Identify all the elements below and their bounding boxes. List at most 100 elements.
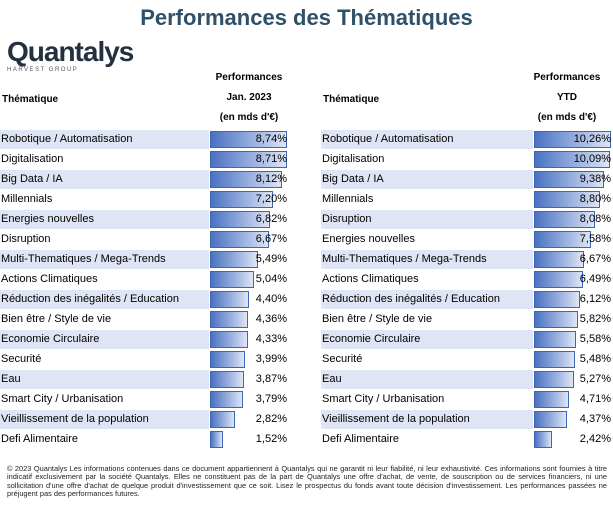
performance-cell: 8,71%: [210, 150, 289, 169]
performance-bar: [210, 291, 249, 308]
table-row: Millennials 8,80%: [321, 190, 611, 210]
performance-value: 8,12%: [255, 173, 287, 185]
thematique-label: Réduction des inégalités / Education: [321, 290, 533, 309]
performance-value: 6,82%: [255, 213, 287, 225]
performance-bar: [534, 231, 591, 248]
thematique-label: Economie Circulaire: [0, 330, 209, 349]
performance-value: 5,49%: [255, 253, 287, 265]
column-label-thematique: Thématique: [323, 94, 380, 105]
logo-brand: Quantalys: [7, 36, 134, 67]
table-row: Bien être / Style de vie 4,36%: [0, 310, 289, 330]
table-row: Vieillissement de la population 4,37%: [321, 410, 611, 430]
performance-bar: [534, 351, 575, 368]
perf-header: Performances Jan. 2023 (en mds d'€): [209, 68, 289, 128]
performance-bar: [534, 431, 552, 448]
table-header: Thématique Performances Jan. 2023 (en md…: [0, 68, 289, 130]
performance-value: 8,80%: [579, 193, 611, 205]
performance-cell: 8,08%: [534, 210, 613, 229]
performance-bar: [210, 151, 287, 168]
thematique-label: Energies nouvelles: [0, 210, 209, 229]
perf-header-line-2: YTD: [557, 92, 577, 103]
performance-cell: 7,20%: [210, 190, 289, 209]
table-row: Robotique / Automatisation 8,74%: [0, 130, 289, 150]
disclaimer-footer: © 2023 Quantalys Les informations conten…: [7, 464, 607, 498]
perf-header: Performances YTD (en mds d'€): [527, 68, 607, 128]
table-row: Energies nouvelles 6,82%: [0, 210, 289, 230]
performance-cell: 5,58%: [534, 330, 613, 349]
table-row: Réduction des inégalités / Education 6,12…: [321, 290, 611, 310]
performance-value: 4,36%: [255, 313, 287, 325]
table-row: Robotique / Automatisation 10,26%: [321, 130, 611, 150]
performance-cell: 4,33%: [210, 330, 289, 349]
performance-cell: 8,74%: [210, 130, 289, 149]
performance-value: 5,82%: [579, 313, 611, 325]
performance-bar: [534, 211, 595, 228]
performance-value: 6,67%: [579, 253, 611, 265]
performance-value: 8,08%: [579, 213, 611, 225]
performance-bar: [210, 391, 243, 408]
performance-value: 3,87%: [255, 373, 287, 385]
table-row: Economie Circulaire 4,33%: [0, 330, 289, 350]
performance-value: 5,27%: [579, 373, 611, 385]
table-row: Multi-Thematiques / Mega-Trends 6,67%: [321, 250, 611, 270]
performance-value: 5,48%: [579, 353, 611, 365]
thematique-label: Energies nouvelles: [322, 233, 415, 245]
performance-value: 4,71%: [579, 393, 611, 405]
table-row: Vieillissement de la population 2,82%: [0, 410, 289, 430]
thematique-label: Bien être / Style de vie: [1, 313, 112, 325]
performance-bar: [210, 131, 287, 148]
performance-value: 4,33%: [255, 333, 287, 345]
performance-cell: 2,42%: [534, 430, 613, 449]
table-row: Energies nouvelles 7,58%: [321, 230, 611, 250]
thematique-label: Defi Alimentaire: [322, 433, 400, 445]
performance-bar: [534, 131, 611, 148]
performance-bar: [534, 411, 567, 428]
performance-cell: 4,37%: [534, 410, 613, 429]
performance-bar: [210, 171, 282, 188]
performance-bar: [210, 211, 270, 228]
table-row: Digitalisation 8,71%: [0, 150, 289, 170]
performance-value: 10,26%: [573, 133, 611, 145]
performance-cell: 2,82%: [210, 410, 289, 429]
performance-bar: [534, 171, 604, 188]
performance-bar: [210, 231, 269, 248]
perf-header-line-3: (en mds d'€): [537, 112, 597, 123]
performance-value: 5,58%: [579, 333, 611, 345]
thematique-label: Big Data / IA: [321, 170, 533, 189]
table-row: Réduction des inégalités / Education 4,40…: [0, 290, 289, 310]
table-row: Smart City / Urbanisation 3,79%: [0, 390, 289, 410]
performance-bar: [210, 371, 244, 388]
performance-bar: [210, 191, 273, 208]
thematique-label: Digitalisation: [322, 153, 385, 165]
table-row: Bien être / Style de vie 5,82%: [321, 310, 611, 330]
table-row: Securité 3,99%: [0, 350, 289, 370]
performance-cell: 3,87%: [210, 370, 289, 389]
performance-bar: [210, 431, 223, 448]
thematique-label: Robotique / Automatisation: [321, 130, 533, 149]
thematique-label: Bien être / Style de vie: [322, 313, 433, 325]
table-row: Multi-Thematiques / Mega-Trends 5,49%: [0, 250, 289, 270]
performance-value: 3,79%: [255, 393, 287, 405]
thematique-label: Securité: [1, 353, 42, 365]
performance-cell: 7,58%: [534, 230, 613, 249]
table-row: Disruption 6,67%: [0, 230, 289, 250]
performance-cell: 5,27%: [534, 370, 613, 389]
thematique-label: Disruption: [1, 233, 51, 245]
performance-value: 6,12%: [579, 293, 611, 305]
performance-bar: [210, 331, 248, 348]
perf-header-line-1: Performances: [215, 72, 283, 83]
performance-value: 9,38%: [579, 173, 611, 185]
thematique-label: Multi-Thematiques / Mega-Trends: [321, 250, 533, 269]
thematique-label: Robotique / Automatisation: [0, 130, 209, 149]
performance-value: 1,52%: [255, 433, 287, 445]
table-row: Smart City / Urbanisation 4,71%: [321, 390, 611, 410]
performance-value: 3,99%: [255, 353, 287, 365]
performance-cell: 8,80%: [534, 190, 613, 209]
performance-cell: 1,52%: [210, 430, 289, 449]
performance-cell: 8,12%: [210, 170, 289, 189]
performance-bar: [534, 371, 574, 388]
thematique-label: Vieillissement de la population: [321, 410, 533, 429]
performance-value: 2,42%: [579, 433, 611, 445]
quantalys-logo: Quantalys HARVEST GROUP: [7, 36, 134, 74]
performance-cell: 6,67%: [210, 230, 289, 249]
